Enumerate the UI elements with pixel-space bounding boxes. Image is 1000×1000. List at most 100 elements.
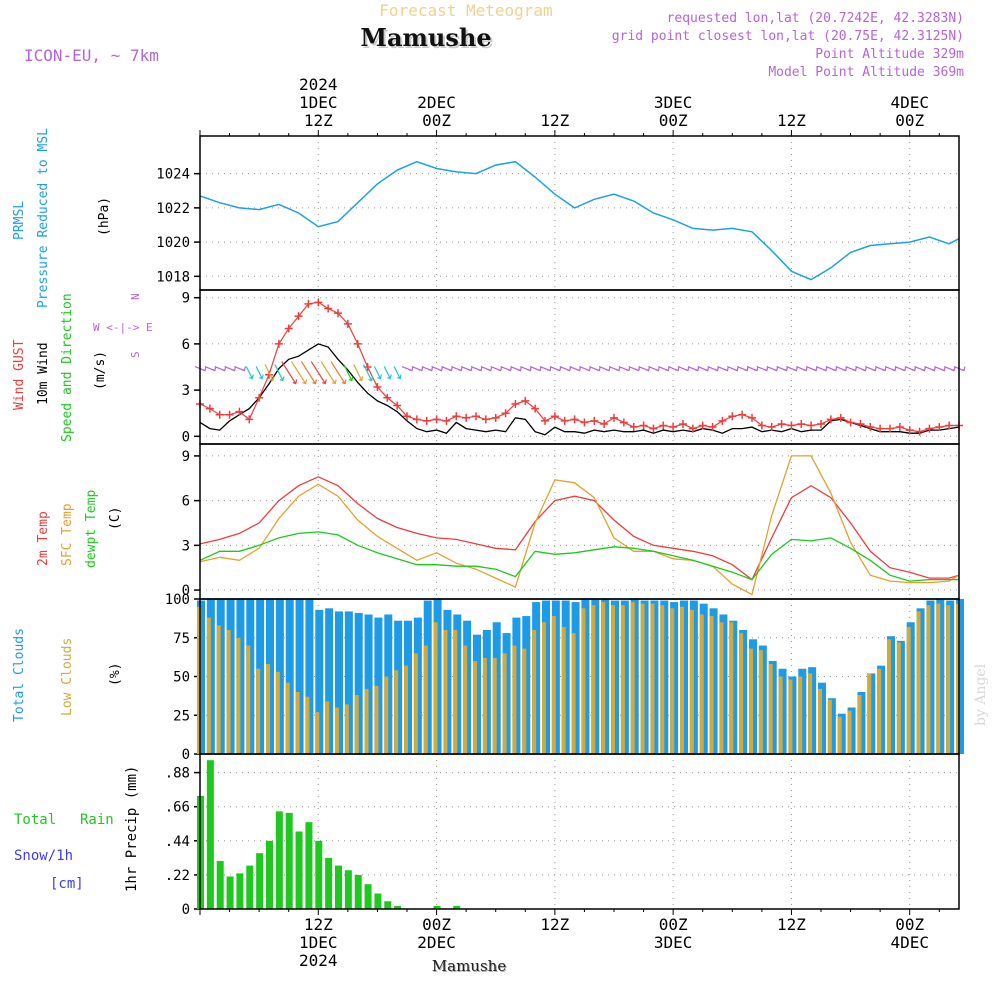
low-cloud-bar — [630, 602, 635, 754]
temp-label-2m: 2m Temp — [36, 511, 51, 566]
low-cloud-bar — [887, 639, 891, 754]
wind-gust-marker — [334, 309, 342, 318]
wind-direction-arrowhead — [322, 379, 327, 385]
low-cloud-bar — [896, 642, 901, 754]
compass-south: S — [129, 351, 142, 358]
rain-bar — [275, 811, 283, 909]
wind-gust-marker — [541, 416, 549, 425]
total-cloud-bar — [305, 599, 314, 754]
wind-gust-marker — [826, 415, 835, 424]
wind-gust-marker — [501, 409, 510, 418]
wind-gust-marker — [521, 396, 530, 405]
wind-direction-arrowhead — [881, 366, 887, 372]
bottom-axis-label: 2024 — [299, 951, 338, 970]
wind-direction-arrowhead — [269, 376, 275, 382]
wind-direction-arrowhead — [931, 366, 937, 372]
wind-direction-arrowhead — [862, 366, 868, 372]
low-cloud-bar — [364, 688, 369, 754]
y-tick-label: 6 — [182, 494, 190, 510]
wind-direction-arrowhead — [852, 366, 858, 372]
low-cloud-bar — [936, 603, 941, 754]
low-cloud-bar — [512, 645, 517, 754]
rain-bar — [453, 905, 461, 909]
pressure-unit: (hPa) — [97, 197, 112, 236]
wind-direction-arrow — [330, 361, 346, 384]
low-cloud-bar — [315, 712, 320, 754]
wind-direction-arrowhead — [377, 374, 383, 380]
bottom-axis-label: 12Z — [777, 915, 806, 934]
wind-gust-marker — [945, 421, 954, 430]
cloud-label-total: Total Clouds — [12, 628, 27, 722]
wind-gust-marker — [304, 299, 313, 308]
y-tick-label: 6 — [182, 337, 190, 353]
total-cloud-bar — [285, 599, 294, 754]
low-cloud-bar — [650, 603, 655, 754]
wind-gust-marker — [797, 419, 806, 428]
rain-bar — [354, 874, 362, 909]
low-cloud-bar — [906, 626, 911, 754]
wind-direction-arrow — [255, 366, 263, 379]
wind-direction-arrowhead — [497, 366, 503, 372]
model-label: ICON-EU, ~ 7km — [24, 46, 159, 65]
wind-direction-arrowhead — [753, 366, 759, 372]
wind-direction-arrowhead — [358, 376, 364, 382]
low-cloud-bar — [266, 664, 270, 754]
y-tick-label: 75 — [173, 631, 190, 647]
top-axis-label: 00Z — [659, 111, 688, 130]
wind-direction-arrowhead — [684, 366, 690, 372]
wind-direction-arrowhead — [645, 366, 651, 372]
y-tick-label: 0 — [182, 902, 190, 918]
wind-direction-arrowhead — [803, 366, 808, 372]
wind-direction-arrowhead — [665, 366, 670, 372]
low-cloud-bar — [354, 695, 359, 754]
wind-direction-arrowhead — [763, 366, 769, 372]
y-tick-label: 0 — [182, 747, 190, 763]
total-cloud-bar — [354, 612, 363, 754]
wind-label-dir: Speed and Direction — [60, 293, 75, 442]
wind-direction-arrowhead — [292, 379, 298, 385]
low-cloud-bar — [739, 633, 744, 754]
rain-bar — [266, 840, 273, 909]
wind-direction-arrowhead — [279, 376, 285, 382]
wind-direction-arrowhead — [832, 366, 838, 372]
wind-gust-marker — [688, 424, 697, 433]
wind-gust-marker — [659, 421, 668, 430]
bottom-axis-label: 00Z — [422, 915, 451, 934]
wind-direction-arrowhead — [438, 366, 444, 372]
wind-direction-arrowhead — [428, 366, 434, 372]
rain-bar — [285, 812, 293, 909]
wind-gust-marker — [235, 407, 244, 416]
wind-direction-arrowhead — [241, 366, 247, 372]
wind-direction-arrowhead — [341, 379, 347, 385]
wind-direction-arrowhead — [249, 374, 254, 380]
low-cloud-bar — [463, 645, 468, 754]
rain-bar — [344, 870, 352, 909]
wind-gust-marker — [935, 423, 944, 432]
low-cloud-bar — [768, 664, 773, 754]
wind-gust-marker — [817, 419, 825, 428]
wind-direction-arrowhead — [536, 366, 542, 372]
low-cloud-bar — [758, 650, 763, 754]
y-tick-label: 1022 — [156, 201, 190, 217]
y-tick-label: .44 — [165, 834, 190, 850]
wind-gust-marker — [472, 412, 480, 421]
low-cloud-bar — [847, 710, 852, 754]
pressure-line — [199, 160, 960, 281]
low-cloud-bar — [818, 688, 822, 754]
wind-gust-marker — [925, 424, 934, 433]
wind-direction-arrowhead — [546, 366, 552, 372]
low-cloud-bar — [482, 657, 487, 754]
wind-gust-marker — [531, 404, 540, 413]
wind-direction-arrowhead — [211, 366, 217, 372]
wind-direction-arrow — [320, 361, 336, 384]
wind-gust-marker — [393, 401, 402, 410]
rain-bar — [246, 865, 254, 909]
low-cloud-bar — [827, 699, 832, 754]
precip-label-snow: Snow/1h — [14, 848, 73, 864]
low-cloud-bar — [680, 606, 684, 754]
low-cloud-bar — [857, 695, 862, 754]
wind-gust-marker — [314, 298, 323, 307]
wind-direction-arrowhead — [842, 366, 848, 372]
wind-gust-marker — [708, 423, 717, 432]
low-cloud-bar — [581, 608, 586, 754]
